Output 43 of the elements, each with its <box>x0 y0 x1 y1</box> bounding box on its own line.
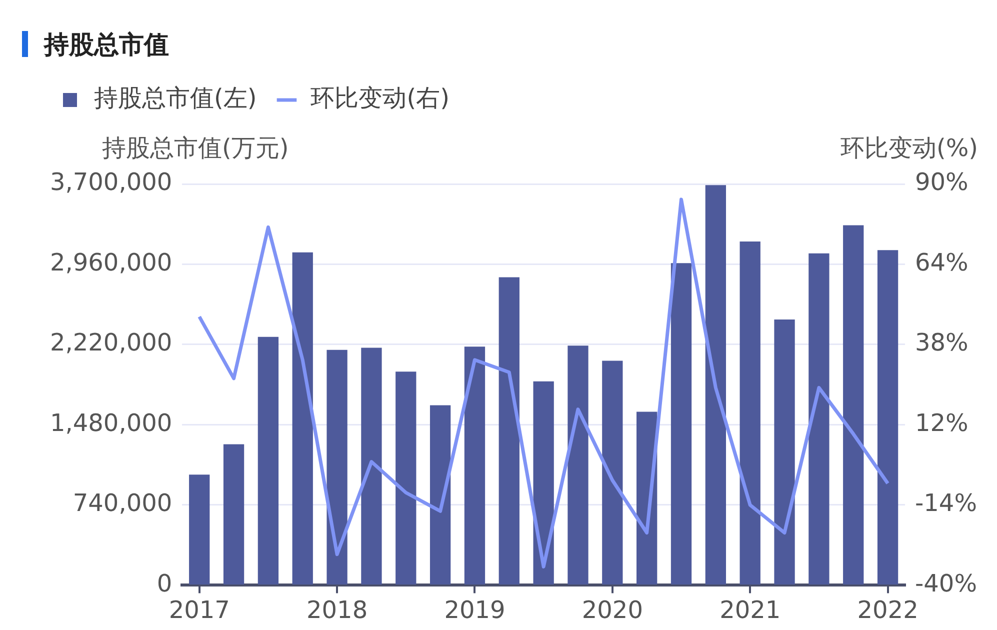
y-tick-label: 0 <box>156 569 172 598</box>
bar <box>361 348 382 584</box>
bar <box>464 346 486 584</box>
bar <box>843 225 864 584</box>
y-tick-label: 2,220,000 <box>50 328 172 357</box>
y-tick-label: 740,000 <box>72 489 172 518</box>
legend-label: 持股总市值(左) <box>94 84 257 112</box>
y2-tick-label: 64% <box>914 248 968 276</box>
bar <box>498 277 520 584</box>
bar <box>568 346 588 584</box>
bar <box>774 320 795 584</box>
y-tick-label: 1,480,000 <box>50 408 172 437</box>
y2-tick-label: 38% <box>914 328 968 357</box>
x-tick-label: 2019 <box>444 596 506 624</box>
bar <box>258 336 279 584</box>
x-tick-label: 2020 <box>582 596 643 624</box>
bar <box>223 444 244 584</box>
y2-tick-label: -14% <box>914 489 978 518</box>
y-tick-label: 3,700,000 <box>50 168 172 196</box>
x-tick-label: 2017 <box>168 596 230 624</box>
x-tick-label: 2018 <box>306 596 368 624</box>
y-axis-title: 持股总市值(万元) <box>102 134 289 162</box>
y2-tick-label: 90% <box>914 168 968 196</box>
bar <box>602 360 623 584</box>
bar <box>877 250 898 584</box>
chart-title: 持股总市值 <box>44 28 169 60</box>
y-tick-label: 2,960,000 <box>50 248 172 276</box>
x-tick-label: 2022 <box>857 596 918 624</box>
bar <box>705 185 726 584</box>
x-tick-label: 2021 <box>720 596 781 624</box>
bar <box>326 350 348 584</box>
bar <box>292 252 313 584</box>
bar <box>808 253 830 584</box>
bar <box>533 381 554 584</box>
bar <box>670 263 692 584</box>
bar <box>189 474 210 584</box>
y2-tick-label: 12% <box>914 408 968 437</box>
y2-tick-label: -40% <box>914 569 978 598</box>
bar <box>740 241 760 584</box>
bar <box>430 405 451 584</box>
legend-label: 环比变动(右) <box>310 84 450 112</box>
y2-axis-title: 环比变动(%) <box>840 134 978 162</box>
bar <box>396 372 416 584</box>
